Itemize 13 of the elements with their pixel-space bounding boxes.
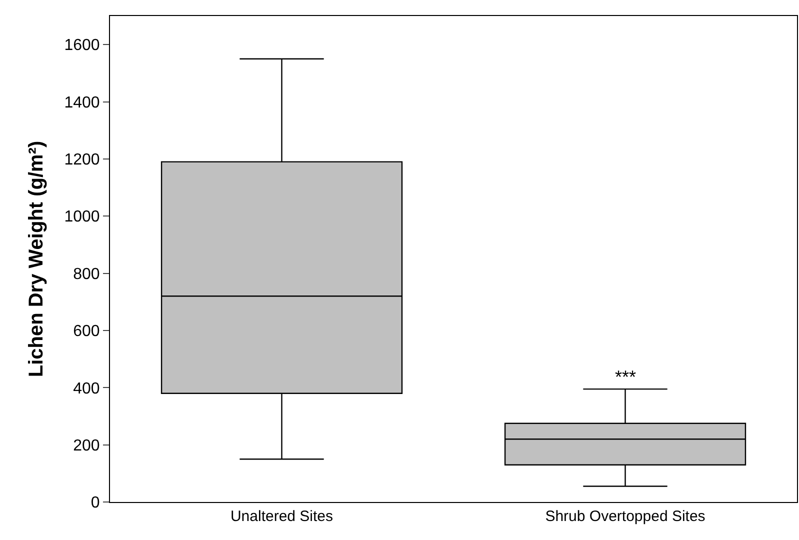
y-tick-label: 800 xyxy=(73,266,100,283)
y-tick-label: 0 xyxy=(90,494,100,512)
x-tick-label: Shrub Overtopped Sites xyxy=(545,508,706,525)
y-tick-label: 1000 xyxy=(64,208,100,226)
y-tick-label: 1200 xyxy=(64,152,100,169)
x-tick-label: Unaltered Sites xyxy=(230,508,334,525)
y-tick-label: 1400 xyxy=(64,94,100,112)
annotation: *** xyxy=(615,367,636,387)
y-tick-label: 600 xyxy=(73,323,100,340)
y-axis-title: Lichen Dry Weight (g/m²) xyxy=(26,140,48,378)
y-tick-label: 1600 xyxy=(64,37,100,54)
y-tick-label: 400 xyxy=(73,380,100,398)
y-tick-label: 200 xyxy=(73,437,100,454)
